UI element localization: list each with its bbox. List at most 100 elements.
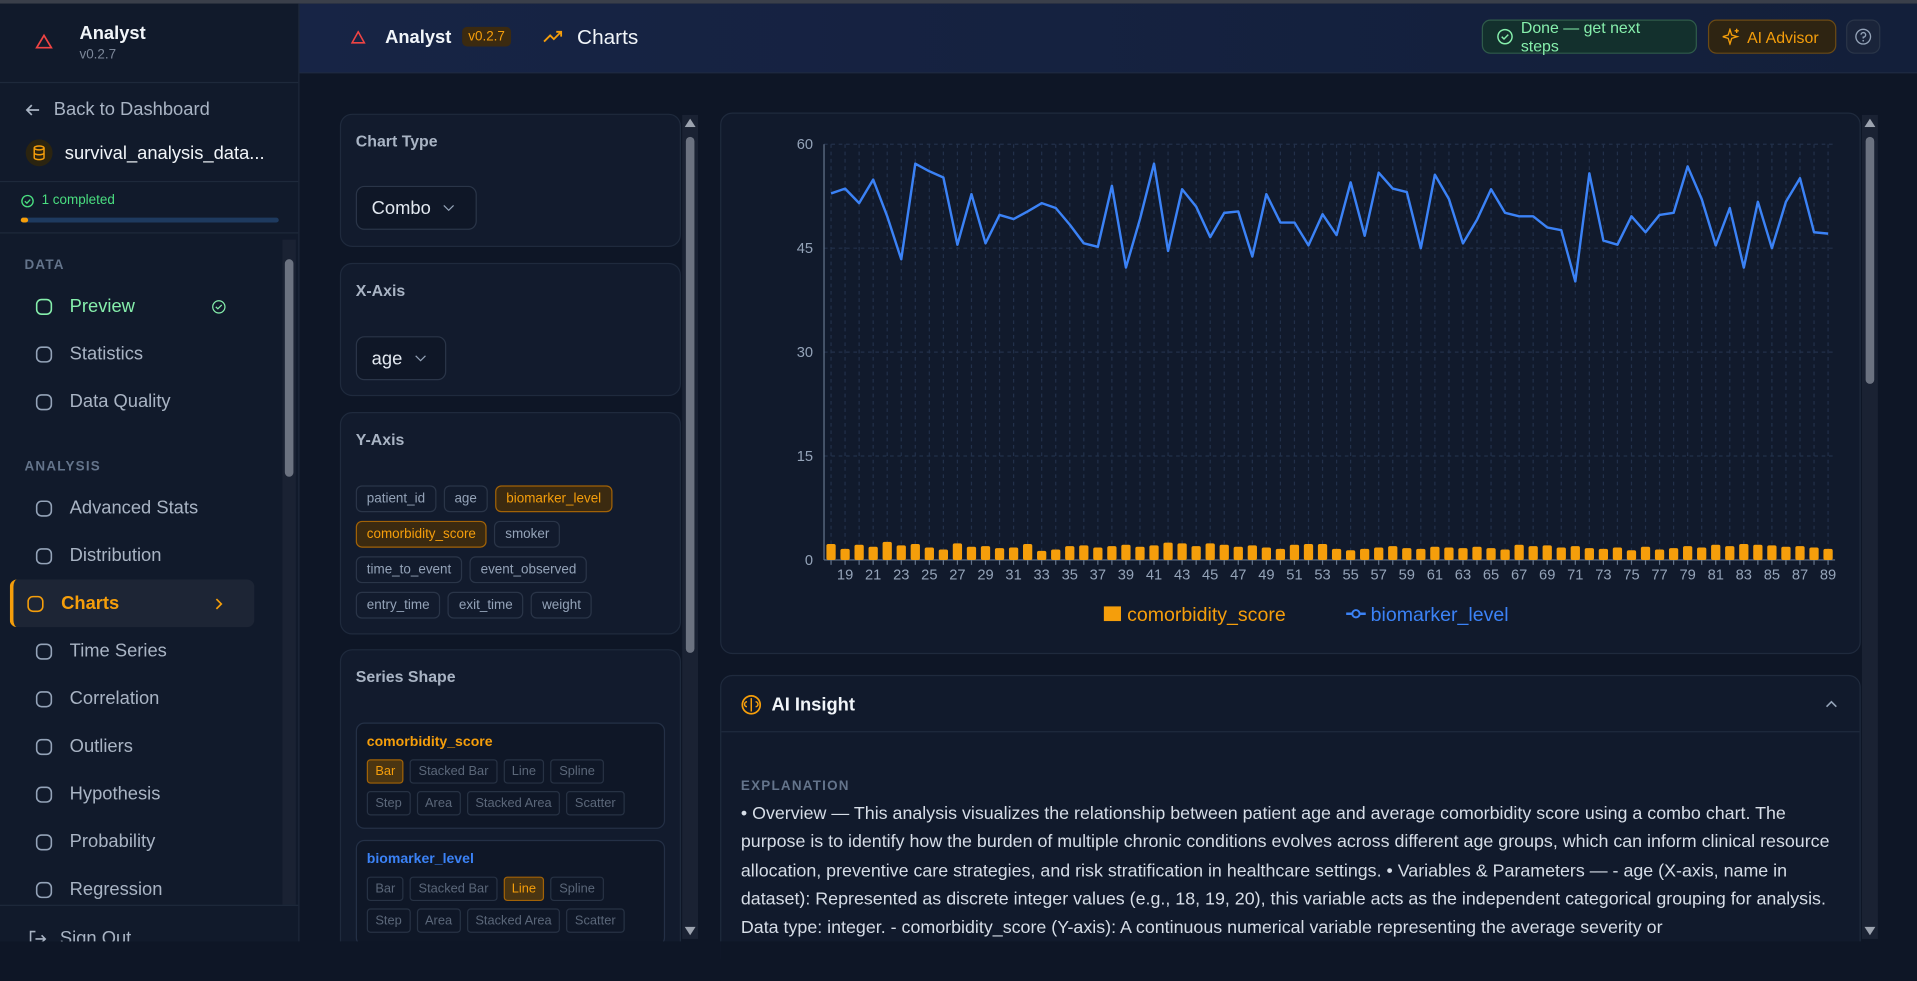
nav-icon (35, 738, 53, 755)
shape-option[interactable]: Stacked Bar (409, 876, 498, 902)
nav-item[interactable]: Outliers (10, 723, 255, 771)
y-axis-option[interactable]: age (443, 485, 488, 513)
bar (1345, 550, 1356, 560)
dataset-icon (25, 139, 53, 167)
page-bottom (720, 941, 1864, 981)
dataset[interactable]: survival_analysis_data... (24, 138, 265, 167)
nav-item[interactable]: Charts (9, 579, 255, 628)
help-button[interactable] (1846, 19, 1881, 54)
bar (1079, 545, 1089, 560)
shape-option[interactable]: Spline (550, 876, 604, 902)
y-axis-option[interactable]: event_observed (469, 556, 588, 584)
bar (1135, 546, 1145, 560)
y-axis-option[interactable]: smoker (494, 520, 561, 548)
card-label: Y-Axis (355, 430, 405, 449)
logo (350, 30, 366, 44)
bar (868, 546, 878, 560)
y-axis-option[interactable]: comorbidity_score (355, 520, 487, 548)
bar (1781, 546, 1791, 560)
shape-option[interactable]: Area (416, 791, 461, 816)
progress: 1 completed (21, 193, 115, 208)
y-axis-option[interactable]: time_to_event (355, 556, 463, 584)
shape-option[interactable]: Line (503, 876, 545, 902)
icon-shape (215, 597, 223, 609)
scrollbar[interactable] (282, 239, 296, 905)
bar (1570, 546, 1580, 560)
nav-label: Outliers (69, 735, 133, 757)
done-text: Done — get next steps (1520, 18, 1641, 56)
shape-option[interactable]: Bar (366, 876, 404, 902)
legend-label: biomarker_level (1371, 604, 1509, 626)
series-shape-list: comorbidity_score Bar Stacked Bar Line Splin… (355, 722, 666, 958)
chart-type-select[interactable]: Combo (355, 185, 477, 230)
bar (1640, 546, 1651, 560)
scroll-down[interactable] (1864, 926, 1876, 936)
nav-item[interactable]: Preview (10, 282, 255, 330)
y-axis-option[interactable]: patient_id (355, 485, 437, 513)
x-tick-label: 27 (949, 568, 965, 584)
shape-option[interactable]: Area (416, 908, 461, 933)
nav-item[interactable]: Advanced Stats (10, 484, 255, 532)
scrollbar[interactable] (682, 114, 699, 939)
bar (1725, 546, 1735, 560)
back-link[interactable]: Back to Dashboard (24, 99, 210, 120)
shape-option[interactable]: Stacked Area (466, 908, 561, 933)
divider (721, 731, 1860, 733)
done-button[interactable]: Done — get next steps (1481, 18, 1697, 56)
shape-option[interactable]: Stacked Bar (409, 759, 498, 784)
scroll-thumb[interactable] (685, 136, 695, 653)
x-tick-label: 23 (893, 568, 909, 584)
chart: 0 15 30 45 60 19 21 23 25 27 29 31 33 35 37 39 41 43 45 47 4… (797, 137, 1837, 626)
nav-item[interactable]: Correlation (10, 675, 255, 723)
nav-item[interactable]: Probability (10, 818, 255, 866)
y-tick-label: 60 (797, 137, 813, 153)
nav-item[interactable]: Distribution (10, 532, 255, 580)
shape-option[interactable]: Stacked Area (466, 791, 561, 816)
nav-icon (35, 393, 53, 410)
series-shape-box: comorbidity_score Bar Stacked Bar Line Splin… (355, 722, 666, 829)
x-axis-select[interactable]: age (355, 336, 447, 381)
icon-shape (215, 303, 223, 310)
bar (840, 548, 850, 560)
bar (952, 543, 963, 560)
shape-option[interactable]: Line (503, 759, 545, 784)
scrollbar[interactable] (1861, 114, 1878, 939)
divider (0, 232, 299, 234)
shape-option[interactable]: Scatter (566, 791, 625, 816)
scroll-down[interactable] (684, 926, 696, 936)
y-axis-option[interactable]: exit_time (447, 591, 524, 619)
nav-item[interactable]: Data Quality (10, 378, 255, 426)
header: Analyst v0.2.7 Charts Done — get next st… (299, 3, 1917, 74)
logo (35, 33, 53, 49)
bar (1261, 547, 1271, 560)
collapse-icon[interactable] (1825, 700, 1837, 708)
scroll-thumb[interactable] (1865, 136, 1875, 384)
bar (1037, 550, 1047, 560)
y-axis-option[interactable]: entry_time (355, 591, 441, 619)
scroll-up[interactable] (1864, 118, 1876, 128)
shape-option[interactable]: Bar (366, 759, 404, 784)
scroll-thumb[interactable] (284, 259, 294, 477)
nav-item[interactable]: Regression (10, 866, 255, 905)
x-tick-label: 81 (1708, 568, 1724, 584)
done-icon (212, 299, 226, 313)
x-tick-label: 29 (977, 568, 993, 584)
nav-icon (35, 499, 53, 517)
nav: DATA Preview Statistics Data Quality ANALYSI… (0, 248, 284, 905)
shape-option[interactable]: Step (366, 908, 411, 933)
nav-item[interactable]: Statistics (10, 330, 255, 378)
y-axis-card: Y-Axis patient_id age biomarker_levelcomor… (339, 412, 681, 635)
shape-option[interactable]: Spline (550, 759, 604, 784)
shape-options: Bar Stacked Bar Line Spline Step Area Stacked … (366, 876, 654, 941)
nav-item[interactable]: Time Series (10, 627, 255, 675)
scroll-up[interactable] (684, 118, 696, 128)
bar (1472, 546, 1482, 560)
ai-advisor-button[interactable]: AI Advisor (1707, 19, 1837, 54)
shape-option[interactable]: Step (366, 791, 411, 816)
y-axis-option[interactable]: biomarker_level (495, 485, 613, 513)
bar (1486, 548, 1496, 560)
nav-item[interactable]: Hypothesis (10, 770, 255, 818)
y-axis-option[interactable]: weight (531, 591, 592, 619)
shape-option[interactable]: Scatter (566, 908, 625, 933)
series-shape-box: biomarker_level Bar Stacked Bar Line Spline S… (355, 839, 666, 947)
